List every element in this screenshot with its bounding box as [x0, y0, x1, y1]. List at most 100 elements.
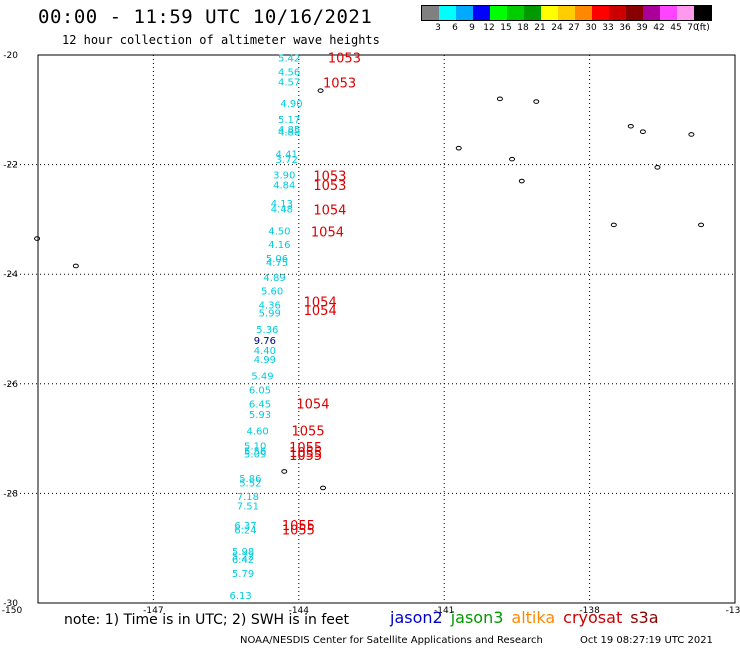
legend-swatch [507, 6, 524, 20]
swh-label: 5.17 [278, 115, 300, 126]
utc-time-label: 1055 [282, 524, 315, 539]
utc-time-label: 1053 [328, 52, 361, 67]
color-legend: 3 6 9 12 15 18 21 24 27 30 33 36 39 42 45 70 (ft) [421, 5, 712, 35]
lat-tick-label: -30 [3, 599, 18, 609]
lat-tick-label: -28 [3, 489, 18, 499]
swh-label: 5.98 [232, 547, 254, 558]
swh-label: 4.13 [271, 199, 293, 210]
legend-label: 30 [585, 23, 597, 33]
legend-swatch [592, 6, 609, 20]
swh-label: 6.37 [234, 521, 256, 532]
island-outline [509, 156, 516, 162]
legend-swatch [660, 6, 677, 20]
legend-swatch [558, 6, 575, 20]
swh-label: 5.79 [232, 569, 254, 580]
lon-tick-label: -144 [289, 606, 310, 616]
swh-label: 4.89 [263, 273, 285, 284]
legend-label: 42 [653, 23, 665, 33]
swh-label: 4.36 [259, 300, 281, 311]
legend-label: 45 [670, 23, 682, 33]
lat-tick-label: -22 [3, 161, 18, 171]
satellite-cryosat: cryosat [563, 608, 623, 627]
utc-time-label: 1053 [323, 76, 356, 91]
swh-label: 4.48 [271, 204, 293, 215]
swh-label: 6.24 [234, 526, 256, 537]
swh-label: 4.90 [280, 99, 302, 110]
legend-label: 36 [619, 23, 631, 33]
swh-label: 3.90 [273, 170, 295, 181]
swh-label: 4.40 [254, 346, 276, 357]
swh-label: 5.93 [249, 410, 271, 421]
swh-label: 6.45 [249, 400, 271, 411]
swh-label: 9.76 [254, 336, 276, 347]
lon-tick-label: -147 [143, 606, 163, 616]
swh-label: 4.99 [254, 355, 276, 366]
swh-label: 6.13 [230, 591, 252, 602]
swh-label: 5.60 [261, 287, 283, 298]
swh-label: 5.09 [244, 449, 266, 460]
legend-label: 33 [602, 23, 614, 33]
island-outline [688, 132, 695, 137]
island-outline [533, 99, 540, 104]
island-outline [34, 236, 41, 241]
islands-layer [34, 88, 705, 491]
lat-tick-label: -20 [3, 51, 18, 61]
swh-label: 6.42 [232, 555, 254, 566]
credit-date: Oct 19 08:27:19 UTC 2021 [580, 635, 713, 646]
swh-label: 5.10 [244, 442, 266, 453]
swh-label: 4.56 [278, 67, 300, 78]
lon-tick-label: -141 [434, 606, 454, 616]
time-labels: 1053105310531053105410541054105410541055… [282, 52, 361, 539]
swh-label: 3.72 [276, 155, 298, 166]
legend-label: 21 [534, 23, 546, 33]
legend-label: 6 [452, 23, 458, 33]
utc-time-label: 1054 [311, 225, 344, 240]
legend-swatch [677, 6, 694, 20]
legend-unit: (ft) [696, 23, 710, 33]
swh-label: 5.36 [256, 325, 278, 336]
swh-label: 5.86 [239, 474, 261, 485]
map-title: 00:00 - 11:59 UTC 10/16/2021 [38, 6, 373, 28]
legend-swatch [609, 6, 626, 20]
swh-label: 7.18 [237, 492, 259, 503]
island-outline [496, 96, 503, 102]
utc-time-label: 1055 [289, 441, 322, 456]
wave-height-labels: 5.42 4.564.57 4.90 5.174.854.88 4.413.72 3.90… [230, 54, 303, 602]
swh-label: 4.85 [278, 125, 300, 136]
swh-label: 5.56 [244, 447, 266, 458]
satellite-jason2: jason2 [390, 608, 443, 627]
island-outline [281, 469, 288, 474]
swh-label: 5.99 [259, 309, 281, 320]
legend-swatch [524, 6, 541, 20]
lat-tick-label: -26 [3, 380, 18, 390]
utc-time-label: 1055 [289, 449, 322, 464]
swh-label: 4.88 [278, 128, 300, 139]
legend-label: 9 [469, 23, 475, 33]
legend-label: 3 [435, 23, 441, 33]
satellite-jason3: jason3 [450, 608, 504, 627]
island-outline [698, 222, 705, 228]
island-outline [455, 145, 462, 151]
swh-label: 5.42 [278, 54, 300, 65]
swh-label: 4.16 [268, 240, 290, 251]
map-frame [37, 54, 736, 604]
island-outline [639, 129, 646, 135]
legend-label: 18 [517, 23, 529, 33]
map-subtitle: 12 hour collection of altimeter wave hei… [62, 33, 380, 47]
lon-tick-label: -13 [726, 606, 740, 616]
satellite-s3a: s3a [630, 608, 659, 627]
island-outline [320, 485, 327, 491]
lat-tick-label: -24 [3, 270, 18, 280]
island-outline [654, 165, 661, 170]
lon-tick-label: -138 [579, 606, 600, 616]
legend-swatch [626, 6, 643, 20]
utc-time-label: 1054 [296, 398, 329, 413]
utc-time-label: 1055 [282, 519, 315, 534]
swh-label: 4.75 [266, 258, 288, 269]
legend-swatch [575, 6, 592, 20]
utc-time-label: 1054 [304, 296, 337, 311]
legend-swatch [541, 6, 558, 20]
legend-swatch [643, 6, 660, 20]
utc-time-label: 1053 [313, 170, 346, 185]
legend-swatch [456, 6, 473, 20]
